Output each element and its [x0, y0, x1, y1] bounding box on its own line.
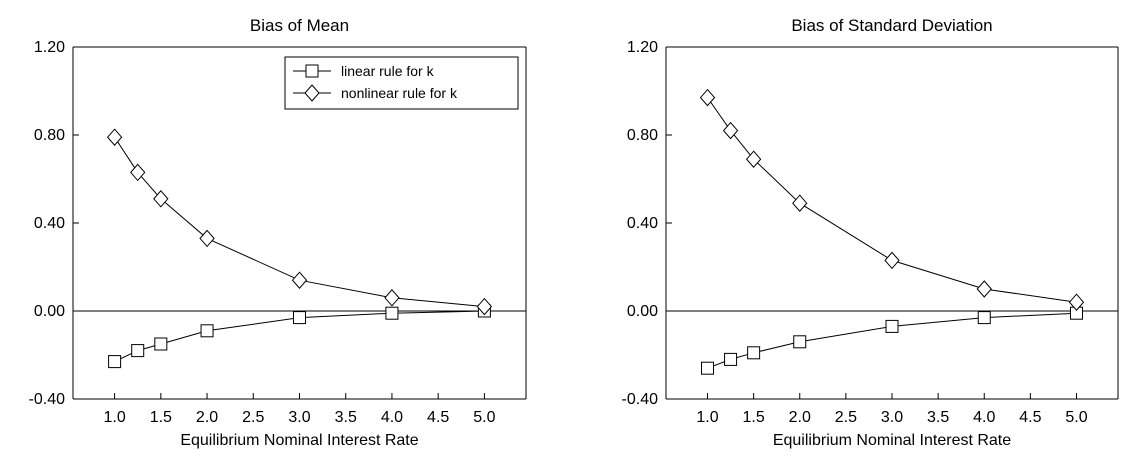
series-line-diamond — [707, 97, 1077, 303]
data-point-diamond — [199, 229, 215, 248]
chart-title: Bias of Mean — [250, 16, 349, 35]
y-tick-label: 1.20 — [34, 39, 65, 56]
data-point-square — [293, 311, 306, 325]
data-point-square — [701, 361, 715, 375]
x-tick-label: 3.5 — [335, 409, 357, 426]
y-tick-label: 0.00 — [627, 303, 658, 320]
data-point-square — [793, 335, 807, 349]
y-tick-label: 0.40 — [627, 215, 658, 232]
data-point-diamond — [130, 163, 146, 182]
x-tick-label: 5.0 — [473, 409, 495, 426]
x-axis-label: Equilibrium Nominal Interest Rate — [773, 432, 1011, 449]
x-tick-label: 2.0 — [789, 409, 811, 426]
data-point-square — [385, 306, 399, 320]
x-tick-label: 1.5 — [150, 409, 172, 426]
data-point-square — [747, 346, 761, 360]
y-tick-label: 0.80 — [627, 127, 658, 144]
x-tick-label: 1.5 — [743, 409, 765, 426]
data-point-diamond — [106, 128, 123, 146]
data-point-diamond — [1068, 293, 1085, 311]
x-tick-label: 2.5 — [835, 409, 857, 426]
y-tick-label: 0.80 — [34, 127, 65, 144]
data-point-diamond — [722, 121, 739, 140]
x-tick-label: 4.5 — [1019, 409, 1041, 426]
x-tick-label: 1.0 — [103, 409, 125, 426]
chart-title: Bias of Standard Deviation — [791, 16, 992, 35]
y-tick-label: -0.40 — [29, 391, 66, 408]
data-point-diamond — [745, 150, 762, 168]
y-tick-label: -0.40 — [622, 391, 659, 408]
y-tick-label: 1.20 — [627, 39, 658, 56]
x-tick-label: 2.0 — [196, 409, 218, 426]
data-point-square — [724, 352, 738, 366]
x-tick-label: 4.0 — [381, 409, 403, 426]
chart-panel-1: Bias of Mean -0.40 0.00 0.40 0.80 1.20 1.0 1.5 2… — [29, 16, 527, 449]
legend-marker-square — [305, 64, 319, 78]
legend-label: nonlinear rule for k — [341, 85, 458, 101]
x-tick-label: 3.0 — [881, 409, 903, 426]
data-point-diamond — [153, 190, 169, 208]
data-point-square — [885, 319, 899, 333]
data-point-diamond — [976, 280, 992, 298]
legend: linear rule for k nonlinear rule for k — [284, 56, 519, 110]
data-point-diamond — [884, 251, 900, 270]
x-tick-label: 3.5 — [927, 409, 949, 426]
data-point-square — [200, 324, 214, 338]
legend-box — [284, 56, 519, 110]
legend-marker-diamond — [304, 84, 320, 102]
data-point-diamond — [384, 289, 400, 307]
x-tick-label: 4.5 — [427, 409, 449, 426]
x-axis-label: Equilibrium Nominal Interest Rate — [180, 432, 418, 449]
data-point-square — [154, 337, 168, 351]
data-point-square — [977, 311, 991, 325]
x-tick-label: 1.0 — [696, 409, 718, 426]
data-point-square — [108, 355, 122, 369]
data-point-diamond — [476, 297, 493, 316]
x-tick-label: 4.0 — [973, 409, 995, 426]
x-tick-label: 5.0 — [1065, 409, 1087, 426]
legend-label: linear rule for k — [341, 63, 435, 79]
y-tick-label: 0.40 — [34, 215, 65, 232]
data-point-square — [131, 344, 145, 358]
x-tick-label: 2.5 — [242, 409, 264, 426]
y-tick-label: 0.00 — [34, 303, 65, 320]
data-point-diamond — [699, 88, 716, 107]
x-tick-label: 3.0 — [288, 409, 310, 426]
data-point-diamond — [291, 271, 308, 289]
data-point-diamond — [792, 194, 808, 212]
chart-panel-2: Bias of Standard Deviation -0.40 0.00 0.40 0… — [622, 16, 1119, 449]
